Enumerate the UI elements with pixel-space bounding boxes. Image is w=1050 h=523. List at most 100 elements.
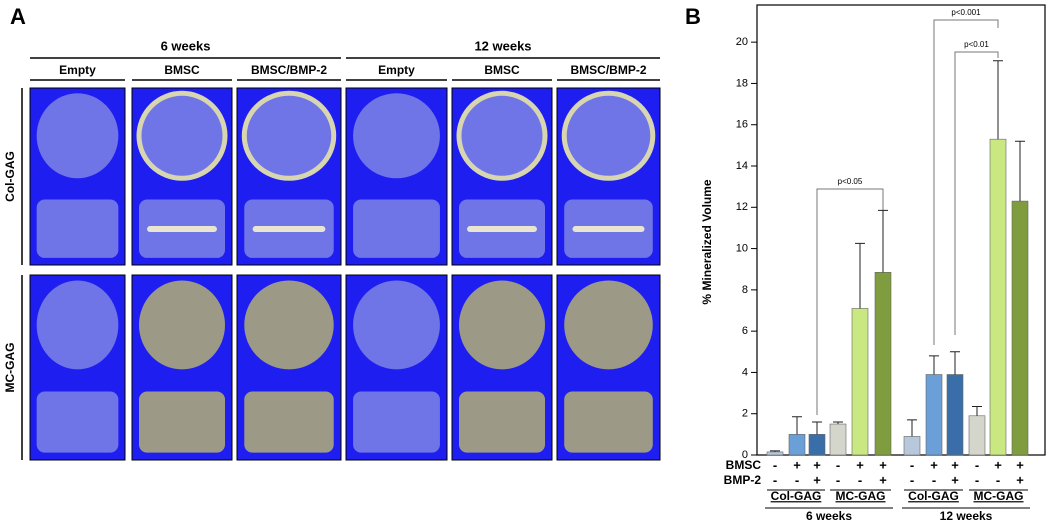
sign: - xyxy=(836,457,840,472)
column-header: BMSC xyxy=(164,63,200,77)
sign: + xyxy=(951,472,959,487)
scaffold-top xyxy=(561,90,656,181)
sign: + xyxy=(1016,472,1024,487)
sign: + xyxy=(879,472,887,487)
sign: - xyxy=(975,472,979,487)
scaffold-side xyxy=(36,199,119,258)
scaffold-side xyxy=(139,391,225,453)
significance-bracket xyxy=(954,51,999,335)
sign: + xyxy=(1016,457,1024,472)
y-tick-label: 18 xyxy=(736,77,748,89)
scaffold-top xyxy=(353,280,440,370)
mineral-band xyxy=(572,226,645,233)
bar xyxy=(1011,200,1029,456)
scaffold-top xyxy=(241,90,337,181)
error-bar xyxy=(770,450,780,452)
group-label: MC-GAG xyxy=(836,489,886,503)
scaffold-top xyxy=(36,280,119,370)
scaffold-side xyxy=(353,199,440,258)
time-header: 12 weeks xyxy=(474,38,531,53)
row-label: BMSC xyxy=(726,458,762,472)
y-tick-label: 12 xyxy=(736,201,748,213)
scaffold-side xyxy=(564,391,653,453)
scaffold-top xyxy=(139,280,225,370)
error-bar xyxy=(993,60,1003,140)
scaffold-side xyxy=(459,391,545,453)
group-label: Col-GAG xyxy=(771,489,822,503)
sign: - xyxy=(773,457,777,472)
y-axis-label: % Mineralized Volume xyxy=(700,179,714,304)
bar xyxy=(851,308,869,456)
mineral-band xyxy=(252,226,326,233)
y-tick-label: 16 xyxy=(736,119,748,131)
time-header: 6 weeks xyxy=(161,38,211,53)
scaffold-top xyxy=(244,280,334,370)
error-bar xyxy=(972,405,982,416)
panel-label: A xyxy=(10,4,26,29)
row-label: BMP-2 xyxy=(724,473,762,487)
scaffold-top xyxy=(456,90,548,181)
scaffold-side xyxy=(36,391,119,453)
error-bar xyxy=(1015,140,1025,202)
sign: - xyxy=(910,457,914,472)
y-tick-label: 0 xyxy=(742,449,748,461)
scaffold-top xyxy=(459,280,545,370)
bar xyxy=(766,451,784,456)
significance-bracket xyxy=(933,19,999,345)
error-bar xyxy=(907,419,917,437)
bar xyxy=(903,436,921,456)
sign: - xyxy=(773,472,777,487)
sign: + xyxy=(793,457,801,472)
sign: + xyxy=(813,472,821,487)
scaffold-top xyxy=(564,280,653,370)
y-tick-label: 4 xyxy=(742,366,748,378)
sign: + xyxy=(994,457,1002,472)
group-label: MC-GAG xyxy=(974,489,1024,503)
sign: + xyxy=(813,457,821,472)
significance-label: p<0.05 xyxy=(838,177,863,186)
column-header: BMSC/BMP-2 xyxy=(570,63,646,77)
sign: - xyxy=(836,472,840,487)
y-tick-label: 20 xyxy=(736,36,748,48)
sign: - xyxy=(858,472,862,487)
scaffold-top xyxy=(36,93,119,179)
row-label: MC-GAG xyxy=(3,343,17,393)
y-tick-label: 8 xyxy=(742,284,748,296)
column-header: Empty xyxy=(378,63,415,77)
sign: + xyxy=(930,457,938,472)
bar xyxy=(925,374,943,456)
plot-frame xyxy=(756,4,1046,456)
bar xyxy=(989,138,1007,456)
significance-label: p<0.01 xyxy=(964,40,989,49)
significance-label: p<0.001 xyxy=(951,8,981,17)
scaffold-side xyxy=(244,391,334,453)
error-bar xyxy=(812,421,822,435)
scaffold-top xyxy=(353,93,440,179)
y-tick-label: 14 xyxy=(736,160,748,172)
mineral-band xyxy=(147,226,217,233)
sign: - xyxy=(996,472,1000,487)
sign: + xyxy=(951,457,959,472)
error-bar xyxy=(950,351,960,375)
bar xyxy=(946,374,964,456)
column-header: BMSC xyxy=(484,63,520,77)
error-bar xyxy=(833,421,843,425)
row-label: Col-GAG xyxy=(3,151,17,202)
error-bar xyxy=(855,242,865,309)
scaffold-top xyxy=(136,90,228,181)
error-bar xyxy=(792,416,802,435)
sign: - xyxy=(910,472,914,487)
error-bar xyxy=(929,355,939,375)
column-header: Empty xyxy=(59,63,96,77)
group-label: Col-GAG xyxy=(908,489,959,503)
bar xyxy=(829,423,847,456)
mineral-band xyxy=(467,226,537,233)
bar xyxy=(808,434,826,456)
significance-bracket xyxy=(816,188,884,415)
time-label: 6 weeks xyxy=(806,509,852,523)
y-tick-label: 6 xyxy=(742,325,748,337)
bar xyxy=(874,272,892,456)
sign: - xyxy=(795,472,799,487)
sign: + xyxy=(856,457,864,472)
